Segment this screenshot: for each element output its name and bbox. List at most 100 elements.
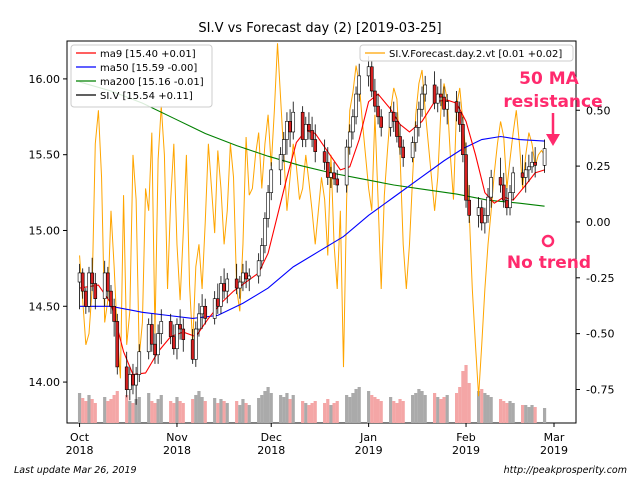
candle-body [124, 366, 129, 390]
candle-body [476, 207, 481, 216]
x-tick-label-month: Jan [359, 431, 377, 444]
volume-bar [222, 401, 226, 423]
candle-body [256, 260, 261, 277]
volume-bar [84, 401, 88, 423]
candle-body [464, 154, 468, 201]
candle-body [410, 142, 415, 159]
candle-body [354, 93, 358, 118]
right-tick-label: -0.75 [586, 383, 614, 396]
volume-bar [376, 399, 380, 423]
candle-body [445, 101, 449, 110]
volume-bar [109, 399, 113, 423]
volume-bar [480, 389, 484, 423]
volume-bar [247, 405, 251, 423]
volume-bar [417, 389, 421, 423]
candle-body [222, 283, 226, 292]
candle-body [106, 272, 110, 292]
candle-body [398, 136, 402, 148]
candle-body [212, 298, 217, 319]
candle-body [131, 374, 135, 386]
candle-body [90, 272, 94, 284]
candle-body [376, 105, 380, 118]
volume-bar [323, 403, 327, 423]
volume-bar [389, 397, 393, 423]
volume-bar [467, 383, 471, 423]
x-tick-label-month: Nov [166, 431, 188, 444]
volume-bar [200, 397, 204, 423]
candle-body [325, 161, 330, 178]
candle-body [137, 351, 142, 375]
volume-bar [313, 401, 317, 423]
candle-body [288, 121, 292, 133]
candle-body [234, 278, 239, 289]
volume-bar [219, 399, 223, 423]
x-tick-label-year: 2019 [355, 444, 383, 457]
annotation-resistance-line2: resistance [503, 92, 602, 112]
volume-bar [90, 399, 94, 423]
volume-bar [301, 401, 305, 423]
right-tick-label: -0.50 [586, 328, 614, 341]
candle-body [241, 272, 245, 283]
volume-bar [128, 401, 132, 423]
volume-bar [445, 395, 449, 423]
legend-left-box [70, 44, 213, 108]
volume-bar [498, 399, 503, 423]
candle-body [259, 245, 264, 262]
candle-body [442, 96, 446, 110]
volume-bar [181, 403, 185, 423]
volume-bar [175, 397, 179, 423]
candle-body [423, 84, 427, 95]
candle-body [281, 139, 286, 155]
volume-bar [483, 393, 487, 423]
volume-bar [351, 393, 355, 423]
candle-body [291, 111, 296, 133]
candle-body [420, 93, 424, 110]
volume-bar [178, 401, 182, 423]
candle-body [439, 93, 443, 98]
candle-body [335, 178, 340, 186]
annotation-circle-marker [541, 234, 555, 248]
left-tick-label: 14.00 [29, 376, 61, 389]
right-axis: 0.50 0.25 0.00 -0.25 -0.50 -0.75 [576, 104, 614, 396]
volume-bar [455, 393, 459, 423]
candle-body [413, 127, 418, 143]
candle-body [483, 215, 487, 224]
candle-body [498, 177, 503, 186]
candle-body [247, 275, 252, 280]
candle-body [194, 328, 198, 360]
volume-bar [357, 387, 361, 423]
volume-bar [137, 397, 141, 423]
volume-bar [81, 398, 85, 423]
candle-body [417, 108, 421, 128]
candle-body [332, 172, 336, 180]
volume-bar [379, 401, 383, 423]
volume-bar [354, 389, 358, 423]
right-tick-label: 0.00 [586, 216, 611, 229]
volume-bar [87, 395, 91, 423]
candle-body [216, 298, 220, 307]
volume-bar [345, 395, 349, 423]
volume-bar [464, 365, 468, 423]
candle-body [454, 101, 459, 113]
candle-body [344, 146, 349, 186]
candle-body [369, 66, 374, 92]
volume-bar [530, 405, 534, 423]
volume-bar [288, 399, 292, 423]
legend-left-label: SI.V [15.54 +0.11] [100, 91, 193, 102]
candle-body [278, 154, 283, 171]
volume-bar [153, 403, 157, 423]
candle-body [523, 169, 528, 178]
legend-left: ma9 [15.40 +0.01] ma50 [15.59 -0.00] ma200… [70, 44, 213, 108]
candle-body [197, 313, 201, 330]
candle-body [238, 281, 242, 289]
volume-bar [392, 401, 396, 423]
volume-bar [414, 393, 418, 423]
x-tick-label-month: Oct [70, 431, 90, 444]
candle-body [530, 161, 534, 168]
volume-bar [442, 397, 446, 423]
candle-body [395, 121, 399, 137]
candle-body [313, 139, 318, 152]
candle-body [329, 172, 333, 178]
volume-bar [326, 399, 330, 423]
volume-bar [266, 387, 270, 423]
